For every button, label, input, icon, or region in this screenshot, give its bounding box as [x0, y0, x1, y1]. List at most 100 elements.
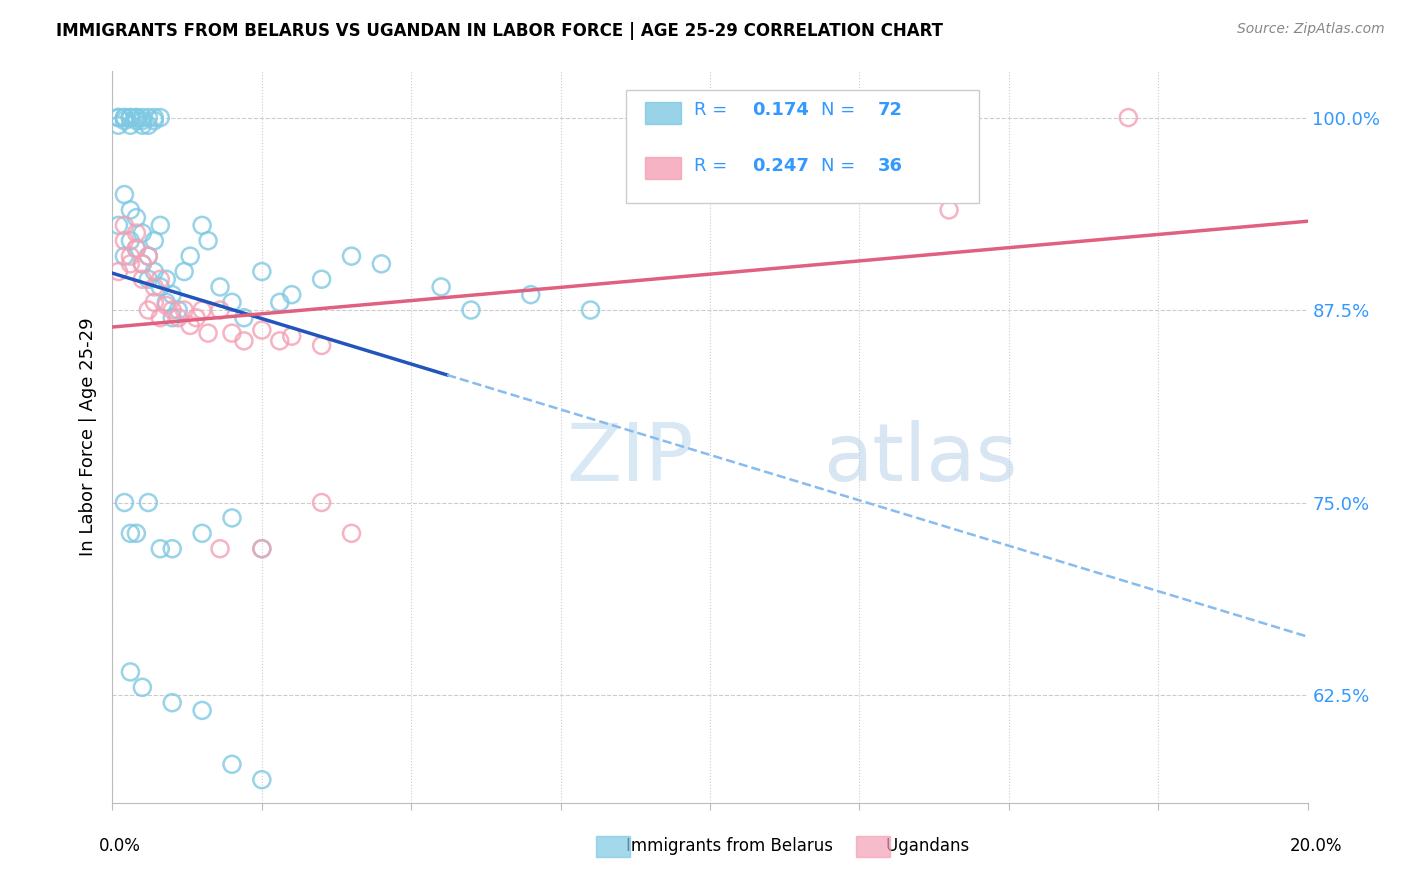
Point	[579, 303, 602, 318]
Point	[179, 249, 201, 263]
Point	[125, 226, 148, 240]
Point	[191, 303, 214, 318]
Point	[250, 264, 273, 278]
Point	[281, 329, 304, 343]
Point	[162, 310, 183, 325]
Point	[370, 257, 392, 271]
Text: ZIP: ZIP	[567, 420, 695, 498]
Point	[250, 323, 273, 337]
Point	[114, 111, 135, 125]
Point	[233, 310, 256, 325]
Point	[173, 264, 195, 278]
Point	[191, 526, 214, 541]
Text: 20.0%: 20.0%	[1291, 837, 1343, 855]
Point	[311, 495, 333, 509]
Point	[125, 111, 148, 125]
Point	[340, 526, 363, 541]
Point	[250, 541, 273, 556]
Point	[221, 295, 243, 310]
Y-axis label: In Labor Force | Age 25-29: In Labor Force | Age 25-29	[79, 318, 97, 557]
Point	[143, 280, 166, 294]
Text: R =: R =	[695, 102, 734, 120]
Point	[281, 287, 304, 301]
Point	[107, 118, 129, 132]
Point	[107, 111, 129, 125]
Point	[138, 272, 160, 286]
Point	[167, 310, 190, 325]
Point	[131, 111, 153, 125]
Point	[155, 295, 177, 310]
Point	[186, 310, 208, 325]
Point	[138, 118, 160, 132]
Point	[269, 334, 291, 348]
Point	[120, 257, 142, 271]
Point	[162, 541, 183, 556]
Point	[209, 541, 232, 556]
Point	[938, 202, 960, 217]
Point	[131, 272, 153, 286]
Point	[460, 303, 482, 318]
Point	[125, 526, 148, 541]
FancyBboxPatch shape	[645, 102, 682, 124]
Point	[138, 249, 160, 263]
Point	[114, 234, 135, 248]
Point	[125, 211, 148, 225]
Point	[131, 257, 153, 271]
Point	[179, 318, 201, 333]
Point	[143, 111, 166, 125]
Point	[107, 219, 129, 233]
Text: atlas: atlas	[824, 420, 1018, 498]
Point	[120, 249, 142, 263]
Point	[131, 681, 153, 695]
Point	[120, 111, 142, 125]
Point	[149, 280, 172, 294]
Point	[149, 219, 172, 233]
Text: 0.247: 0.247	[752, 157, 808, 175]
Point	[131, 257, 153, 271]
Point	[250, 541, 273, 556]
Point	[107, 111, 129, 125]
Point	[138, 249, 160, 263]
Point	[143, 113, 166, 128]
Point	[209, 303, 232, 318]
Text: N =: N =	[821, 102, 860, 120]
Text: IMMIGRANTS FROM BELARUS VS UGANDAN IN LABOR FORCE | AGE 25-29 CORRELATION CHART: IMMIGRANTS FROM BELARUS VS UGANDAN IN LA…	[56, 22, 943, 40]
Point	[221, 757, 243, 772]
Point	[120, 111, 142, 125]
Point	[191, 703, 214, 717]
Point	[131, 118, 153, 132]
Point	[125, 242, 148, 256]
Point	[173, 303, 195, 318]
Point	[149, 272, 172, 286]
Text: Source: ZipAtlas.com: Source: ZipAtlas.com	[1237, 22, 1385, 37]
Text: 0.0%: 0.0%	[98, 837, 141, 855]
Text: R =: R =	[695, 157, 734, 175]
Point	[114, 111, 135, 125]
Text: 0.174: 0.174	[752, 102, 808, 120]
Point	[1118, 111, 1140, 125]
Point	[114, 187, 135, 202]
Text: N =: N =	[821, 157, 860, 175]
Point	[167, 303, 190, 318]
Point	[120, 234, 142, 248]
Point	[269, 295, 291, 310]
Point	[149, 541, 172, 556]
Point	[197, 326, 219, 340]
Text: 36: 36	[877, 157, 903, 175]
Text: Immigrants from Belarus: Immigrants from Belarus	[605, 837, 832, 855]
Point	[138, 111, 160, 125]
Point	[114, 249, 135, 263]
Point	[125, 113, 148, 128]
Point	[149, 310, 172, 325]
Point	[221, 511, 243, 525]
Point	[120, 526, 142, 541]
Point	[114, 495, 135, 509]
FancyBboxPatch shape	[645, 157, 682, 179]
Point	[138, 495, 160, 509]
Point	[311, 272, 333, 286]
Point	[120, 118, 142, 132]
Point	[191, 219, 214, 233]
Point	[520, 287, 543, 301]
Point	[143, 234, 166, 248]
Point	[209, 280, 232, 294]
